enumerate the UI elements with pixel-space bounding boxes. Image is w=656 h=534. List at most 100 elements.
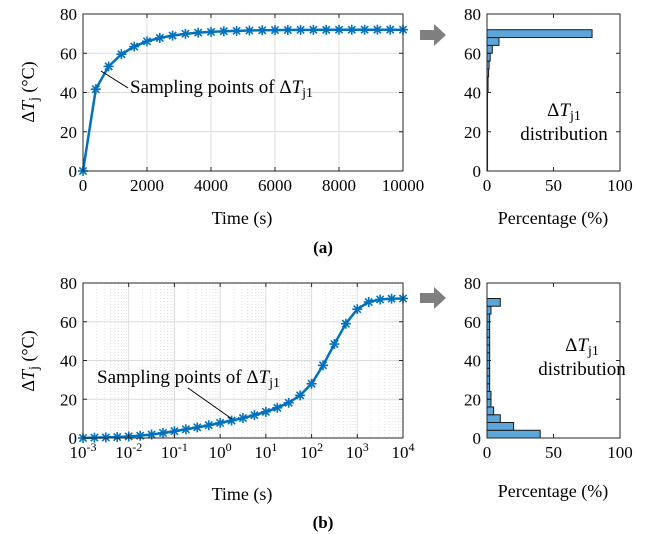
b-line-x-tick-label: 100 xyxy=(209,440,232,462)
b-line-data-point xyxy=(111,431,124,443)
annotation-a-hist: ΔTj1 xyxy=(547,100,581,124)
b-hist-histogram-bar xyxy=(486,429,541,439)
a-line-data-point xyxy=(358,23,371,36)
a-line-data-point xyxy=(307,24,320,36)
a-line-data-point xyxy=(205,26,217,38)
b-line-data-point xyxy=(248,409,261,421)
a-hist-plot-area xyxy=(487,14,620,171)
a-hist-y-tick-label: 40 xyxy=(464,84,481,103)
b-line-data-point xyxy=(100,431,112,444)
annotation-a-leader xyxy=(100,70,129,89)
b-line-data-point xyxy=(362,296,375,308)
caption-a: (a) xyxy=(313,238,333,257)
b-hist-histogram-bar xyxy=(486,406,495,416)
b-hist-y-tick-label: 20 xyxy=(464,390,481,409)
b-line-data-point xyxy=(305,377,318,390)
b-hist-y-tick-label: 60 xyxy=(464,313,481,332)
annotation-b-hist: ΔTj1 xyxy=(565,335,599,359)
b-line-x-tick-label: 10-3 xyxy=(70,440,97,462)
b-line-y-tick-label: 40 xyxy=(60,352,77,371)
b-line-data-point xyxy=(340,317,352,330)
xlabel-b: Time (s) xyxy=(212,484,273,505)
annotation-b-hist-line2: distribution xyxy=(538,359,626,380)
a-line-data-point xyxy=(230,25,243,37)
a-hist-y-tick-label: 80 xyxy=(464,5,481,24)
b-line-data-point xyxy=(317,359,329,372)
b-line-data-point xyxy=(374,293,386,306)
a-line-data-point xyxy=(90,83,102,95)
ylabel-b: ΔTj (°C) xyxy=(18,330,42,391)
annotation-b-leader xyxy=(187,387,233,420)
b-line-x-tick-label: 101 xyxy=(254,440,277,462)
b-line-data-point xyxy=(214,417,226,429)
b-hist-y-tick-label: 80 xyxy=(464,274,481,293)
a-line-x-tick-label: 4000 xyxy=(194,176,228,195)
b-hist-x-tick-label: 100 xyxy=(607,443,633,462)
a-line-data-point xyxy=(166,29,179,42)
a-hist-y-tick-label: 0 xyxy=(473,162,482,181)
a-line-data-point xyxy=(371,23,384,36)
b-line-data-point xyxy=(271,401,284,414)
a-line-y-tick-label: 40 xyxy=(60,84,77,103)
b-line-x-tick-label: 102 xyxy=(300,440,323,462)
caption-b: (b) xyxy=(313,513,334,532)
a-line-y-tick-label: 80 xyxy=(60,5,77,24)
a-line-y-tick-label: 20 xyxy=(60,123,77,142)
panel-b: 10-3 10-2 10-1 100 101 102 103 104 0 20 40 60 80 ΔTj… xyxy=(18,274,633,532)
line-chart-a: 0 2000 4000 6000 8000 10000 0 20 40 60 80 xyxy=(60,5,424,195)
b-line-data-point xyxy=(294,389,306,402)
a-line-x-tick-label: 6000 xyxy=(258,176,292,195)
a-line-data-point xyxy=(179,28,192,40)
b-hist-histogram-bar xyxy=(486,398,492,408)
b-hist-y-tick-label: 40 xyxy=(464,352,481,371)
b-line-data-point xyxy=(180,423,192,436)
a-hist-y-tick-label: 60 xyxy=(464,44,481,63)
a-hist-x-tick-label: 100 xyxy=(607,176,633,195)
a-hist-histogram-bar xyxy=(486,44,493,54)
xlabel-a-hist: Percentage (%) xyxy=(498,208,608,229)
a-hist-x-tick-label: 0 xyxy=(483,176,492,195)
arrow-b-icon xyxy=(420,287,446,309)
annotation-a-sampling: Sampling points of ΔTj1 xyxy=(130,77,313,101)
b-line-y-tick-label: 0 xyxy=(69,429,78,448)
annotation-b-sampling: Sampling points of ΔTj1 xyxy=(97,367,280,391)
arrow-a-icon xyxy=(420,24,446,46)
b-line-data-point xyxy=(202,419,215,432)
b-line-data-point xyxy=(385,292,398,305)
a-line-y-tick-label: 0 xyxy=(69,162,78,181)
a-line-x-tick-label: 10000 xyxy=(382,176,425,195)
b-hist-histogram-bar xyxy=(486,414,501,423)
a-line-x-tick-label: 0 xyxy=(79,176,88,195)
a-line-data-point xyxy=(269,24,281,36)
a-line-data-point xyxy=(192,26,204,39)
a-line-data-point xyxy=(115,48,128,61)
b-hist-plot-area xyxy=(487,283,620,438)
b-line-data-point xyxy=(191,421,204,434)
b-hist-x-tick-label: 0 xyxy=(483,443,492,462)
b-hist-histogram-bar xyxy=(486,422,515,431)
a-line-data-point xyxy=(345,23,358,36)
b-line-data-point xyxy=(260,406,272,418)
a-line-y-tick-label: 60 xyxy=(60,44,77,63)
a-line-data-point xyxy=(281,24,294,36)
b-line-y-tick-label: 60 xyxy=(60,313,77,332)
a-hist-histogram-bar xyxy=(486,37,500,46)
line-chart-b: 10-3 10-2 10-1 100 101 102 103 104 0 20 40 60 80 xyxy=(60,274,415,462)
b-line-data-point xyxy=(237,412,249,424)
a-line-data-point xyxy=(333,23,345,36)
b-hist-histogram-bar xyxy=(486,391,492,400)
a-line-x-tick-label: 2000 xyxy=(130,176,164,195)
b-line-y-tick-label: 20 xyxy=(60,390,77,409)
b-line-x-tick-label: 10-1 xyxy=(161,440,188,462)
a-line-data-point xyxy=(294,24,307,36)
a-hist-histogram-bar xyxy=(486,29,593,39)
b-hist-histogram-bar xyxy=(486,305,492,315)
a-line-data-point xyxy=(154,32,166,44)
b-line-data-point xyxy=(328,338,341,350)
a-line-data-point xyxy=(320,23,333,36)
histogram-a: 0 50 100 0 20 40 60 80 xyxy=(464,5,633,195)
a-hist-x-tick-label: 50 xyxy=(545,176,562,195)
a-line-data-point xyxy=(218,25,230,38)
